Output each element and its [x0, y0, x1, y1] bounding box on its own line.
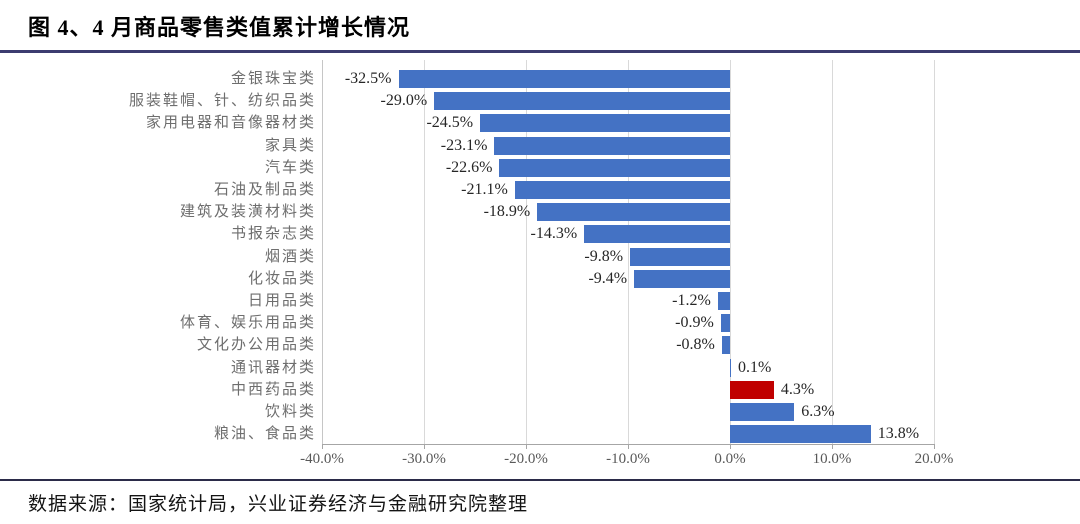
- bar: [494, 136, 730, 155]
- value-label: -1.2%: [672, 292, 711, 309]
- bar: [634, 269, 730, 288]
- x-tick-label: -10.0%: [606, 451, 650, 467]
- bar: [514, 181, 730, 199]
- x-tick-label: -20.0%: [504, 451, 548, 467]
- bar: [720, 314, 730, 333]
- value-label: -21.1%: [461, 181, 508, 198]
- x-tick-label: 20.0%: [914, 451, 954, 467]
- category-label: 日用品类: [247, 293, 316, 309]
- x-tick-label: -30.0%: [402, 451, 446, 467]
- category-label: 石油及制品类: [213, 182, 316, 198]
- category-label: 粮油、食品类: [213, 426, 316, 443]
- category-label: 中西药品类: [230, 381, 316, 398]
- value-label: 4.3%: [780, 380, 815, 398]
- bar: [630, 247, 730, 266]
- bar: [434, 92, 730, 111]
- value-label: -9.4%: [588, 269, 628, 287]
- value-label: -22.6%: [445, 158, 493, 176]
- gridline: [526, 60, 527, 444]
- x-axis-tick: [832, 444, 833, 449]
- footer-divider: [0, 479, 1080, 481]
- category-label: 家具类: [264, 137, 316, 154]
- bar: [730, 380, 774, 399]
- category-label: 金银珠宝类: [230, 71, 316, 87]
- x-axis-tick: [628, 444, 629, 449]
- x-axis-tick: [526, 444, 527, 449]
- x-tick-label: 0.0%: [714, 451, 746, 467]
- category-label: 烟酒类: [264, 248, 316, 265]
- bar: [721, 336, 730, 355]
- category-label: 饮料类: [264, 404, 316, 420]
- category-label: 家用电器和音像器材类: [145, 115, 316, 132]
- gridline: [322, 60, 323, 444]
- title-underline: [0, 50, 1080, 53]
- category-label: 通讯器材类: [230, 359, 316, 376]
- x-axis-tick: [934, 444, 935, 449]
- data-source-note: 数据来源：国家统计局，兴业证券经济与金融研究院整理: [28, 494, 529, 515]
- gridline: [424, 60, 425, 444]
- value-label: 13.8%: [877, 425, 920, 443]
- bar: [499, 158, 730, 177]
- bar: [584, 225, 730, 244]
- category-label: 服装鞋帽、针、纺织品类: [128, 93, 316, 110]
- category-label: 体育、娱乐用品类: [179, 315, 316, 332]
- category-label: 文化办公用品类: [196, 337, 316, 354]
- bar: [480, 114, 730, 133]
- value-label: -14.3%: [530, 225, 578, 243]
- bar: [398, 70, 730, 88]
- figure-title: 图 4、4 月商品零售类值累计增长情况: [28, 15, 411, 40]
- value-label: -29.0%: [380, 92, 428, 110]
- gridline: [628, 60, 629, 444]
- value-label: -18.9%: [483, 203, 531, 221]
- value-label: -23.1%: [440, 136, 488, 154]
- category-label: 化妆品类: [247, 270, 316, 287]
- x-axis-tick: [730, 444, 731, 449]
- value-label: -9.8%: [584, 247, 624, 265]
- category-label: 书报杂志类: [230, 226, 316, 243]
- gridline: [730, 60, 731, 444]
- value-label: -24.5%: [426, 114, 474, 132]
- gridline: [832, 60, 833, 444]
- x-axis-tick: [424, 444, 425, 449]
- bar: [730, 425, 871, 444]
- bar: [730, 403, 795, 421]
- value-label: -32.5%: [344, 70, 392, 87]
- gridline: [934, 60, 935, 444]
- category-label: 建筑及装潢材料类: [179, 204, 316, 221]
- bar: [717, 292, 730, 310]
- value-label: 0.1%: [738, 358, 772, 376]
- x-axis-tick: [322, 444, 323, 449]
- value-label: 6.3%: [801, 403, 835, 420]
- category-label: 汽车类: [264, 159, 316, 176]
- value-label: -0.8%: [676, 336, 715, 354]
- bar: [730, 358, 732, 377]
- x-tick-label: 10.0%: [812, 451, 852, 467]
- value-label: -0.9%: [675, 314, 714, 332]
- bar: [537, 203, 730, 222]
- x-tick-label: -40.0%: [300, 451, 344, 467]
